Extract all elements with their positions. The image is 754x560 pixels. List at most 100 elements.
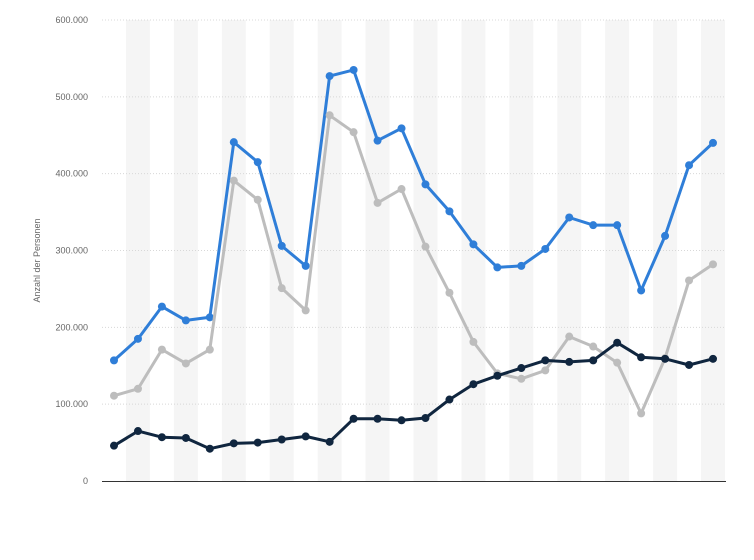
data-point bbox=[253, 438, 262, 447]
data-point bbox=[325, 437, 334, 446]
data-point bbox=[421, 180, 430, 189]
y-tick-label: 600.000 bbox=[55, 15, 88, 25]
data-point bbox=[469, 337, 478, 346]
data-point bbox=[253, 158, 262, 167]
data-point bbox=[589, 356, 598, 365]
data-point bbox=[325, 72, 334, 81]
data-point bbox=[229, 439, 238, 448]
data-point bbox=[157, 345, 166, 354]
data-point bbox=[373, 198, 382, 207]
data-point bbox=[301, 306, 310, 315]
data-point bbox=[517, 374, 526, 383]
series-line bbox=[112, 341, 715, 451]
data-point bbox=[709, 260, 717, 269]
data-point bbox=[421, 413, 430, 422]
data-point bbox=[229, 138, 238, 147]
data-point bbox=[613, 358, 622, 367]
grid-lines bbox=[102, 19, 726, 405]
data-point bbox=[445, 207, 454, 216]
data-point bbox=[661, 231, 670, 240]
data-point bbox=[637, 286, 646, 295]
data-point bbox=[133, 334, 142, 343]
data-point bbox=[277, 241, 286, 250]
data-point bbox=[541, 356, 550, 365]
data-point bbox=[637, 409, 646, 418]
data-point bbox=[565, 357, 574, 366]
data-point bbox=[589, 221, 598, 230]
series-group bbox=[110, 65, 717, 453]
data-point bbox=[493, 371, 502, 380]
data-point bbox=[181, 433, 190, 442]
data-point bbox=[110, 356, 118, 365]
column-band bbox=[701, 20, 725, 481]
data-point bbox=[301, 261, 310, 270]
data-point bbox=[637, 353, 646, 362]
y-tick-label: 300.000 bbox=[55, 246, 88, 256]
column-band bbox=[125, 20, 150, 481]
data-point bbox=[541, 366, 550, 375]
column-band bbox=[461, 20, 486, 481]
y-tick-label: 200.000 bbox=[55, 322, 88, 332]
data-point bbox=[349, 414, 358, 423]
data-point bbox=[205, 313, 214, 322]
y-tick-label: 500.000 bbox=[55, 92, 88, 102]
data-point bbox=[685, 360, 694, 369]
series-1 bbox=[110, 65, 717, 365]
data-point bbox=[709, 138, 717, 147]
data-point bbox=[110, 441, 118, 450]
series-2 bbox=[110, 111, 717, 418]
data-point bbox=[181, 316, 190, 325]
series-line bbox=[112, 113, 715, 415]
data-point bbox=[301, 432, 310, 441]
data-point bbox=[325, 111, 334, 120]
data-point bbox=[493, 263, 502, 272]
data-point bbox=[421, 242, 430, 251]
data-point bbox=[229, 176, 238, 185]
column-band bbox=[221, 20, 246, 481]
data-point bbox=[157, 302, 166, 311]
data-point bbox=[709, 354, 717, 363]
data-point bbox=[613, 338, 622, 347]
y-axis-label: Anzahl der Personen bbox=[32, 218, 42, 302]
data-point bbox=[589, 342, 598, 351]
data-point bbox=[517, 261, 526, 270]
data-point bbox=[277, 435, 286, 444]
data-point bbox=[181, 359, 190, 368]
data-point bbox=[133, 427, 142, 436]
data-point bbox=[349, 128, 358, 137]
data-point bbox=[397, 185, 406, 194]
data-point bbox=[445, 288, 454, 297]
data-point bbox=[541, 244, 550, 253]
data-point bbox=[397, 416, 406, 425]
column-band bbox=[269, 20, 294, 481]
series-3 bbox=[110, 338, 717, 453]
data-point bbox=[397, 124, 406, 133]
data-point bbox=[517, 364, 526, 373]
y-tick-label: 0 bbox=[83, 476, 88, 486]
data-point bbox=[205, 345, 214, 354]
data-point bbox=[349, 65, 358, 74]
data-point bbox=[565, 332, 574, 341]
column-band bbox=[653, 20, 678, 481]
data-point bbox=[685, 276, 694, 285]
column-band bbox=[605, 20, 630, 481]
data-point bbox=[661, 354, 670, 363]
data-point bbox=[157, 433, 166, 442]
data-point bbox=[205, 444, 214, 453]
data-point bbox=[110, 391, 118, 400]
data-point bbox=[565, 213, 574, 222]
data-point bbox=[133, 384, 142, 393]
y-tick-label: 400.000 bbox=[55, 169, 88, 179]
column-band bbox=[173, 20, 198, 481]
data-point bbox=[373, 136, 382, 145]
column-band bbox=[509, 20, 534, 481]
column-band bbox=[365, 20, 390, 481]
data-point bbox=[373, 414, 382, 423]
data-point bbox=[469, 240, 478, 249]
y-tick-label: 100.000 bbox=[55, 399, 88, 409]
column-band bbox=[557, 20, 582, 481]
data-point bbox=[469, 380, 478, 389]
y-axis-ticks: 0 100.000 200.000 300.000 400.000 500.000 600.… bbox=[55, 15, 88, 486]
data-point bbox=[253, 195, 262, 204]
